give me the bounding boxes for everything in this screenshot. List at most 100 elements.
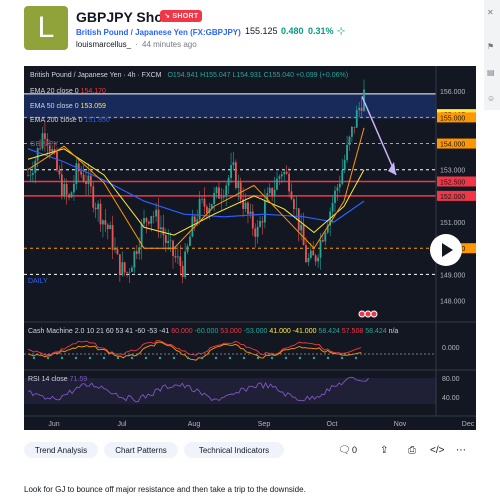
- cash-machine-dot: [130, 356, 134, 360]
- tag-trend-analysis[interactable]: Trend Analysis: [24, 442, 98, 458]
- tag-technical-indicators[interactable]: Technical Indicators: [184, 442, 284, 458]
- candle-body: [184, 251, 187, 278]
- cash-machine-dot: [270, 356, 274, 360]
- cash-machine-axis-label: 0.000: [442, 345, 460, 352]
- candle-body: [234, 162, 237, 188]
- candle-body: [89, 175, 92, 187]
- candle-body: [36, 148, 39, 161]
- price-axis-label: 148.000: [440, 299, 465, 306]
- candle-body: [276, 178, 278, 190]
- price-axis-label: 153.000: [440, 168, 465, 175]
- candle-body: [222, 196, 225, 198]
- candle-body: [31, 172, 34, 175]
- cash-machine-line-orange: [27, 341, 362, 361]
- resistance-zone: [24, 93, 436, 119]
- side-toolbar: [484, 0, 500, 110]
- candle-body: [283, 171, 286, 175]
- cash-machine-line-red: [27, 340, 362, 356]
- candle-body: [198, 199, 201, 220]
- cash-machine-value: -60.000: [194, 328, 219, 335]
- candle-body: [133, 251, 136, 268]
- price-axis-label: 151.000: [440, 220, 465, 227]
- projection-arrowhead: [388, 161, 396, 175]
- rsi-value: 71.59: [69, 376, 88, 383]
- comment-icon[interactable]: 🗨: [338, 445, 351, 456]
- ema50-label: EMA 50 close 0: [30, 103, 79, 110]
- candle-body: [355, 109, 358, 128]
- user-icon[interactable]: ☺: [487, 94, 496, 103]
- candle-body: [297, 208, 300, 231]
- candle-body: [104, 220, 107, 225]
- symbol-price: 155.125: [245, 26, 278, 36]
- candle-body: [167, 240, 170, 243]
- candle-body: [309, 250, 312, 258]
- candle-body: [331, 202, 334, 212]
- separator-dot: ·: [135, 40, 138, 49]
- candle-body: [261, 221, 264, 223]
- candle-body: [220, 197, 223, 199]
- candle-body: [41, 133, 44, 149]
- candle-body: [128, 271, 131, 273]
- candle-body: [341, 170, 344, 184]
- short-badge-label: SHORT: [172, 13, 199, 20]
- price-axis-tag: [437, 112, 476, 123]
- chart-icon[interactable]: ▤: [487, 68, 495, 77]
- candle-body: [319, 239, 322, 258]
- idea-title: GBPJPY Short: [76, 9, 173, 25]
- candle-body: [75, 163, 78, 184]
- more-icon[interactable]: ⋯: [456, 445, 466, 456]
- cash-machine-dot: [88, 356, 92, 360]
- price-axis-tag: [437, 190, 476, 201]
- candle-body: [92, 186, 95, 208]
- candle-body: [353, 126, 356, 128]
- embed-icon[interactable]: </>: [430, 445, 445, 456]
- candle-body: [203, 198, 206, 207]
- chart-panel[interactable]: 156.000155.125155.000154.000153.000152.5…: [24, 66, 476, 430]
- posted-time: 44 minutes ago: [142, 40, 197, 49]
- candle-body: [254, 228, 257, 237]
- time-axis-label: Sep: [258, 421, 271, 428]
- candle-body: [70, 192, 73, 198]
- time-axis-label: Jul: [118, 421, 127, 428]
- candle-body: [147, 221, 150, 224]
- candle-body: [273, 189, 276, 197]
- flag-icon[interactable]: ⚑: [487, 42, 495, 51]
- candle-body: [121, 262, 124, 275]
- candle-body: [145, 218, 148, 222]
- short-badge: ↘ SHORT: [160, 10, 203, 22]
- share-icon[interactable]: ⇪: [380, 445, 389, 456]
- idea-description: Look for GJ to bounce off major resistan…: [24, 485, 306, 494]
- candle-body: [65, 184, 68, 195]
- candle-body: [46, 138, 49, 146]
- candle-body: [157, 209, 160, 230]
- candle-body: [266, 192, 269, 202]
- candle-body: [360, 107, 363, 111]
- close-icon[interactable]: ✕: [487, 8, 494, 17]
- cash-machine-dot: [298, 356, 302, 360]
- tag-chart-patterns[interactable]: Chart Patterns: [104, 442, 178, 458]
- candle-body: [295, 208, 298, 209]
- candle-body: [106, 224, 109, 229]
- symbol-link[interactable]: British Pound / Japanese Yen (FX:GBPJPY): [76, 28, 241, 37]
- candle-body: [338, 183, 341, 188]
- candle-body: [143, 218, 145, 224]
- candle-body: [179, 256, 182, 266]
- candle-body: [326, 225, 329, 233]
- candle-body: [225, 185, 228, 197]
- bookmark-icon[interactable]: ⎙: [408, 445, 416, 456]
- candle-body: [150, 216, 153, 224]
- author-avatar[interactable]: L: [24, 6, 68, 50]
- chart-symbol-line: British Pound / Japanese Yen · 4h · FXCM…: [30, 72, 348, 79]
- candle-body: [346, 144, 348, 161]
- play-button[interactable]: [430, 234, 462, 266]
- candle-body: [48, 145, 51, 152]
- candle-body: [237, 182, 240, 188]
- candle-body: [244, 202, 247, 209]
- candle-body: [60, 174, 63, 197]
- author-name[interactable]: louismarcellus_: [76, 40, 132, 49]
- candle-body: [239, 182, 242, 200]
- cash-machine-dot: [116, 356, 120, 360]
- candle-body: [351, 126, 353, 137]
- candle-body: [85, 181, 87, 185]
- candle-body: [314, 255, 317, 262]
